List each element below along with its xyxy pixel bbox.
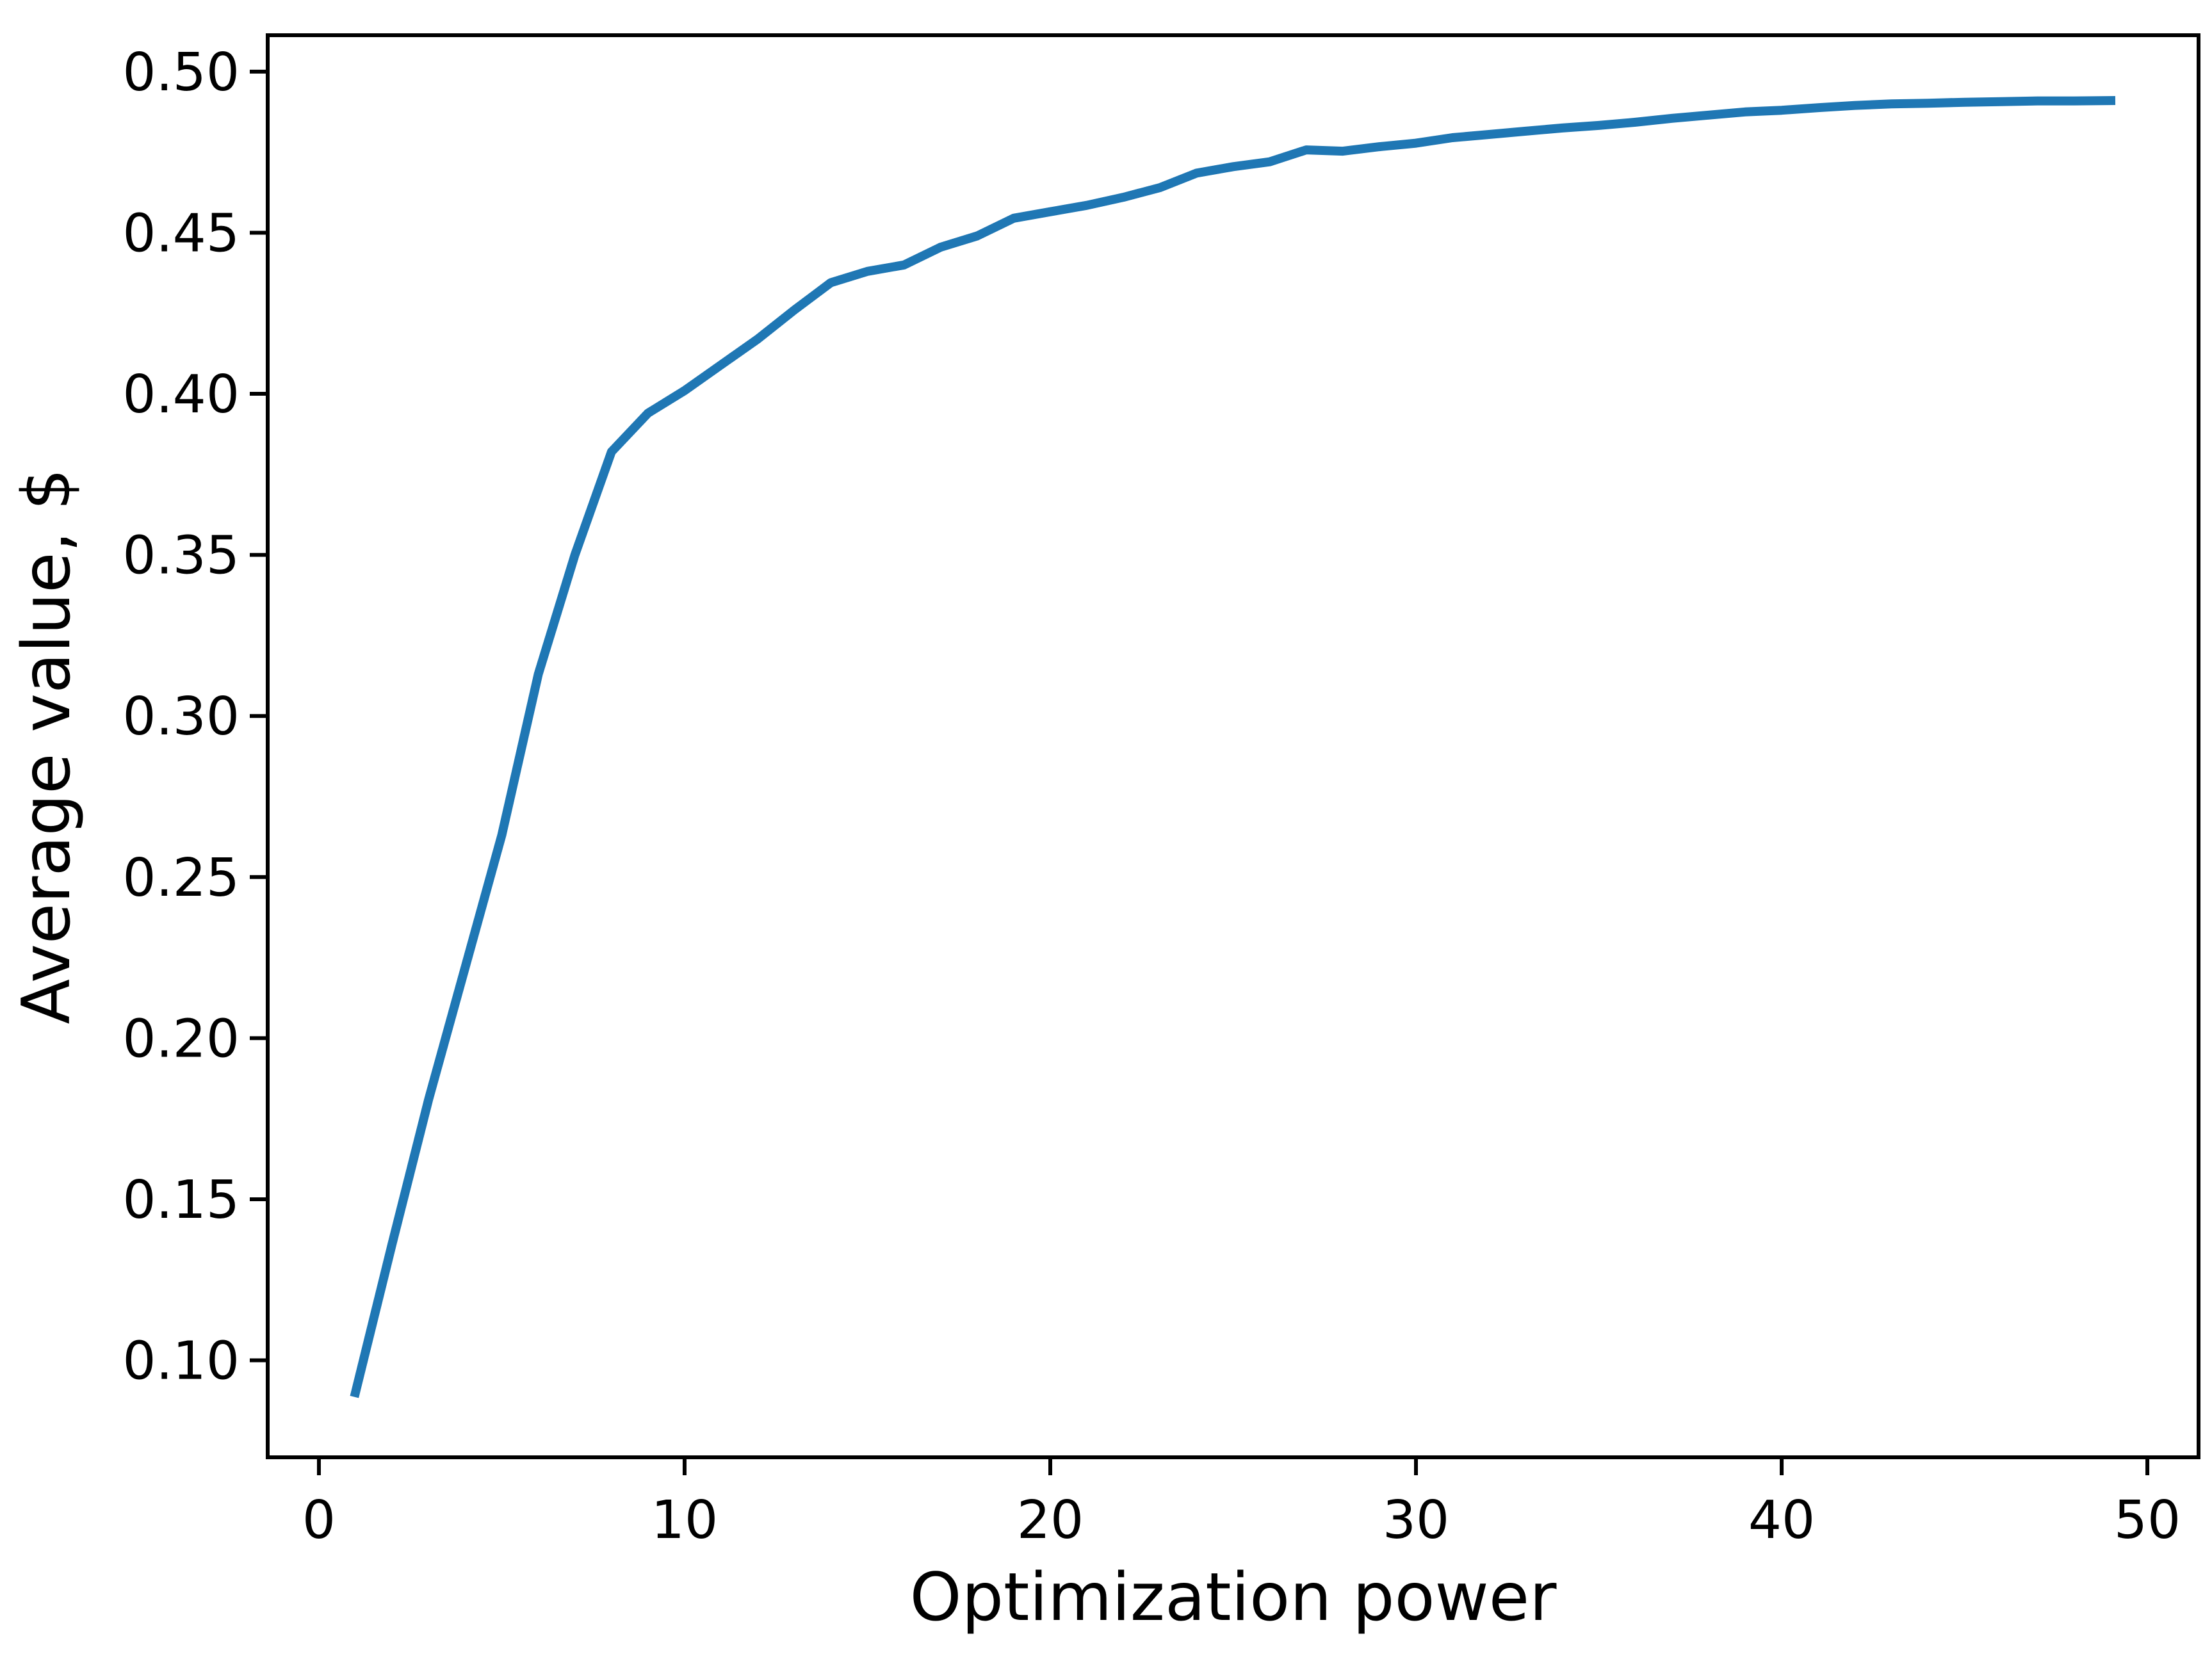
y-tick-label: 0.10: [122, 1331, 240, 1392]
x-tick-label: 0: [302, 1490, 336, 1551]
x-axis: 0 10 20 30 40 50: [302, 1457, 2181, 1551]
series-line-average-value: [350, 96, 2116, 1398]
x-tick-label: 20: [1017, 1490, 1084, 1551]
y-tick-label: 0.20: [122, 1008, 240, 1069]
y-tick-label: 0.35: [122, 526, 240, 587]
y-tick-label: 0.15: [122, 1170, 240, 1231]
x-tick-label: 30: [1383, 1490, 1449, 1551]
y-axis-label: Average value, $: [8, 468, 85, 1024]
y-tick-label: 0.45: [122, 203, 240, 264]
plot-border: [266, 33, 2200, 1459]
x-tick-label: 50: [2114, 1490, 2181, 1551]
y-tick-label: 0.40: [122, 364, 240, 425]
plot-area: 0.10 0.15 0.20 0.25 0.30 0.35 0.40 0.45 0.50 0 10…: [8, 33, 2200, 1636]
y-tick-label: 0.50: [122, 42, 240, 103]
y-tick-label: 0.30: [122, 686, 240, 747]
y-tick-label: 0.25: [122, 848, 240, 909]
x-axis-label: Optimization power: [910, 1559, 1557, 1636]
y-axis: 0.10 0.15 0.20 0.25 0.30 0.35 0.40 0.45 0.50: [122, 42, 268, 1392]
x-tick-label: 40: [1748, 1490, 1815, 1551]
x-tick-label: 10: [651, 1490, 718, 1551]
